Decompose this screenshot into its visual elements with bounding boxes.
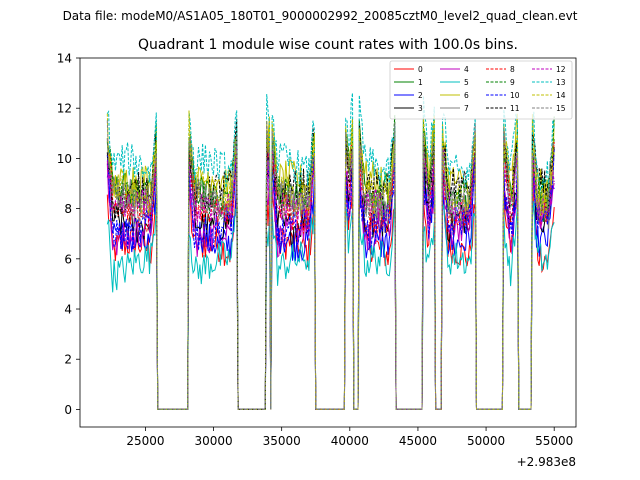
x-tick-label: 35000 xyxy=(263,434,301,448)
x-tick-label: 25000 xyxy=(126,434,164,448)
axis-layer: 25000 30000 35000 40000 45000 50000 55000 0 2 4 6 8… xyxy=(57,52,574,449)
plot-area xyxy=(80,58,576,427)
legend-label: 4 xyxy=(464,65,469,74)
legend-label: 6 xyxy=(464,91,469,100)
legend-label: 11 xyxy=(510,104,520,113)
x-tick-label: 50000 xyxy=(467,434,505,448)
legend-label: 3 xyxy=(418,104,423,113)
y-tick-label: 6 xyxy=(64,252,72,266)
legend-box xyxy=(389,60,573,120)
legend-label: 14 xyxy=(556,91,566,100)
legend-label: 9 xyxy=(510,78,515,87)
x-tick-label: 55000 xyxy=(535,434,573,448)
plot-frame xyxy=(79,57,577,428)
chart-title: Quadrant 1 module wise count rates with … xyxy=(138,37,518,53)
chart-suptitle: Data file: modeM0/AS1A05_180T01_90000029… xyxy=(63,9,578,23)
legend-label: 10 xyxy=(510,91,520,100)
legend-label: 13 xyxy=(556,78,566,87)
x-tick-label: 40000 xyxy=(331,434,369,448)
series-line-15 xyxy=(106,120,555,410)
y-tick-label: 2 xyxy=(64,353,72,367)
series-layer xyxy=(106,92,555,410)
legend-label: 5 xyxy=(464,78,469,87)
legend-label: 7 xyxy=(464,104,469,113)
legend-label: 0 xyxy=(418,65,423,74)
legend-label: 15 xyxy=(556,104,566,113)
y-tick-label: 0 xyxy=(64,403,72,417)
y-tick-label: 8 xyxy=(64,202,72,216)
y-tick-label: 14 xyxy=(57,52,72,66)
legend-label: 1 xyxy=(418,78,423,87)
legend-label: 12 xyxy=(556,65,566,74)
y-tick-label: 12 xyxy=(57,102,72,116)
y-tick-label: 4 xyxy=(64,303,72,317)
x-tick-label: 45000 xyxy=(399,434,437,448)
legend-label: 2 xyxy=(418,91,423,100)
y-tick-label: 10 xyxy=(57,152,72,166)
x-tick-label: 30000 xyxy=(194,434,232,448)
legend-label: 8 xyxy=(510,65,515,74)
x-offset-label: +2.983e8 xyxy=(517,455,576,469)
